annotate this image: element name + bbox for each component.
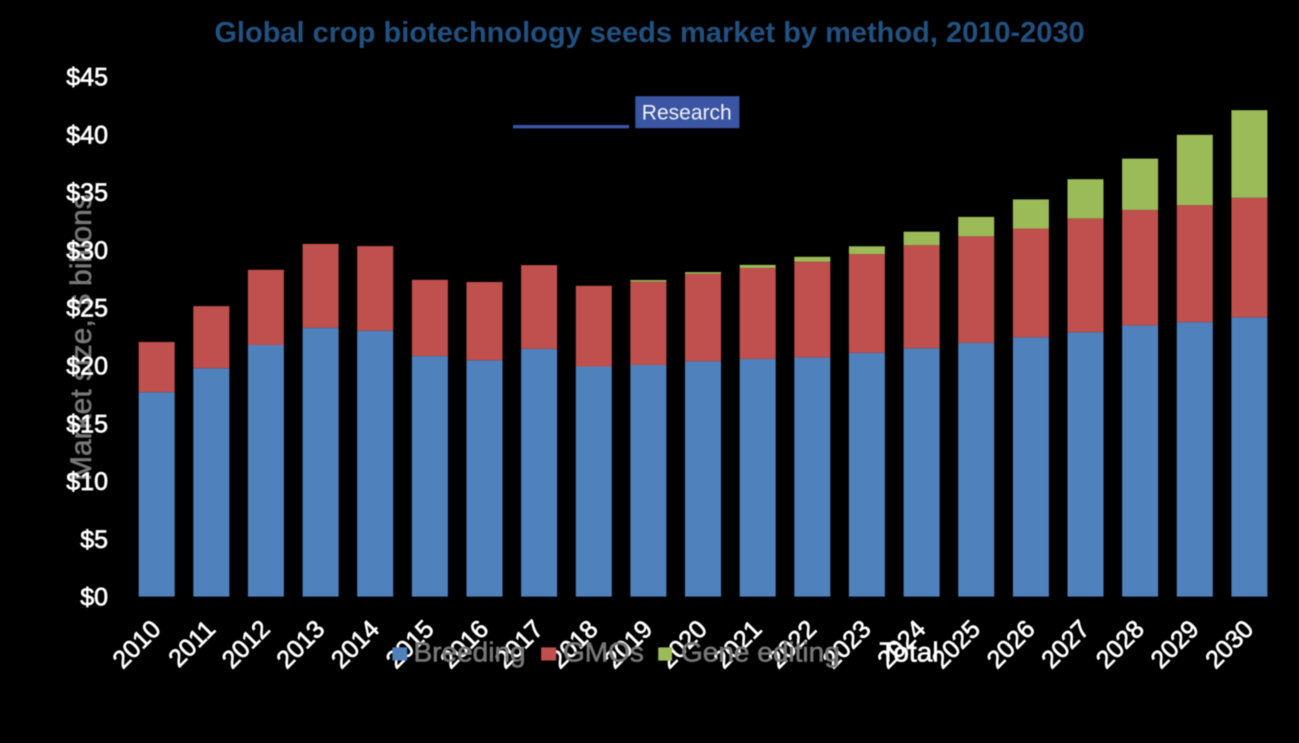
svg-text:$5: $5 xyxy=(80,526,108,554)
svg-text:Breeding: Breeding xyxy=(414,637,526,668)
svg-text:$0: $0 xyxy=(80,584,108,612)
svg-text:$30: $30 xyxy=(66,237,108,265)
svg-text:Total: Total xyxy=(879,637,938,668)
svg-text:$35: $35 xyxy=(66,179,108,207)
svg-text:$20: $20 xyxy=(66,353,108,381)
svg-text:Research: Research xyxy=(642,102,732,125)
svg-text:Gene editing: Gene editing xyxy=(681,637,840,668)
svg-text:$45: $45 xyxy=(66,64,108,92)
svg-text:GMOs: GMOs xyxy=(563,637,644,668)
svg-text:$40: $40 xyxy=(66,121,108,149)
svg-text:Global crop biotechnology seed: Global crop biotechnology seeds market b… xyxy=(214,17,1084,49)
svg-text:$15: $15 xyxy=(66,410,108,438)
svg-text:$10: $10 xyxy=(66,468,108,496)
svg-text:Market size, $ billions: Market size, $ billions xyxy=(65,194,98,481)
svg-text:$25: $25 xyxy=(66,295,108,323)
